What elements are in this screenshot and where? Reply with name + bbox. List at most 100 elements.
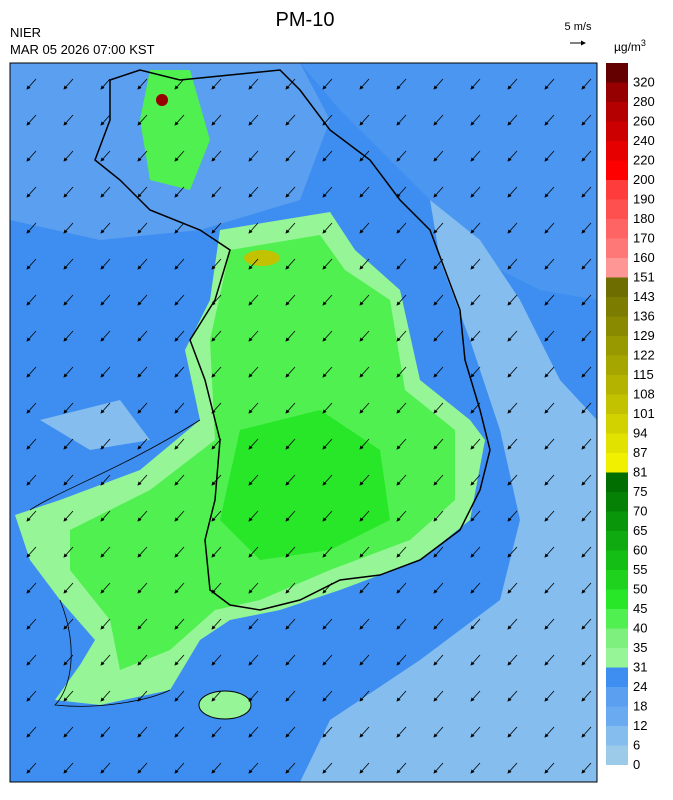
wind-arrow — [507, 726, 518, 738]
wind-arrow — [26, 762, 37, 774]
wind-arrows — [26, 78, 592, 774]
colorbar-swatch — [606, 726, 628, 746]
wind-arrow — [470, 510, 481, 522]
wind-arrow — [137, 330, 148, 342]
colorbar-swatch — [606, 550, 628, 570]
wind-arrow — [322, 150, 333, 162]
wind-arrow — [507, 330, 518, 342]
wind-arrow — [63, 222, 74, 234]
colorbar-swatch — [606, 706, 628, 726]
wind-arrow — [248, 186, 259, 198]
colorbar-label: 87 — [633, 445, 647, 460]
colorbar-label: 81 — [633, 465, 647, 480]
colorbar-swatch — [606, 297, 628, 317]
wind-arrow — [100, 330, 111, 342]
wind-arrow — [137, 726, 148, 738]
wind-arrow — [581, 618, 592, 630]
wind-arrow — [581, 78, 592, 90]
wind-arrow — [359, 618, 370, 630]
colorbar-label: 160 — [633, 250, 655, 265]
wind-arrow — [26, 438, 37, 450]
wind-arrow — [581, 510, 592, 522]
colorbar-label: 75 — [633, 484, 647, 499]
unit-exponent: 3 — [641, 38, 646, 48]
wind-arrow — [396, 114, 407, 126]
colorbar-swatch — [606, 316, 628, 336]
wind-arrow — [26, 114, 37, 126]
wind-arrow — [63, 510, 74, 522]
wind-arrow — [137, 762, 148, 774]
wind-arrow — [544, 762, 555, 774]
wind-arrow — [26, 546, 37, 558]
unit-base: µg/m — [614, 40, 641, 54]
wind-arrow — [211, 366, 222, 378]
wind-arrow — [63, 366, 74, 378]
wind-arrow — [248, 114, 259, 126]
wind-arrow — [174, 654, 185, 666]
wind-arrow — [63, 690, 74, 702]
wind-arrow — [322, 510, 333, 522]
wind-arrow — [211, 762, 222, 774]
wind-arrow — [63, 78, 74, 90]
wind-arrow — [137, 294, 148, 306]
wind-arrow — [248, 762, 259, 774]
wind-arrow — [396, 438, 407, 450]
wind-arrow — [544, 114, 555, 126]
colorbar-swatch — [606, 141, 628, 161]
wind-arrow — [507, 294, 518, 306]
colorbar-swatch — [606, 277, 628, 297]
wind-arrow — [248, 330, 259, 342]
wind-arrow — [322, 690, 333, 702]
wind-arrow — [248, 618, 259, 630]
wind-arrow — [285, 186, 296, 198]
wind-arrow — [211, 186, 222, 198]
colorbar-label: 24 — [633, 679, 647, 694]
wind-arrow — [359, 186, 370, 198]
wind-arrow — [470, 726, 481, 738]
wind-arrow — [470, 294, 481, 306]
wind-arrow — [396, 474, 407, 486]
wind-arrow — [507, 258, 518, 270]
wind-arrow — [507, 438, 518, 450]
wind-arrow — [174, 402, 185, 414]
wind-arrow — [174, 438, 185, 450]
colorbar-swatch — [606, 238, 628, 258]
colorbar-swatch — [606, 121, 628, 141]
wind-arrow — [248, 510, 259, 522]
wind-arrow — [396, 222, 407, 234]
colorbar-label: 240 — [633, 133, 655, 148]
wind-arrow — [174, 222, 185, 234]
colorbar-swatch — [606, 570, 628, 590]
wind-arrow — [359, 474, 370, 486]
wind-arrow — [544, 618, 555, 630]
wind-arrow — [433, 366, 444, 378]
wind-arrow — [581, 546, 592, 558]
wind-arrow — [322, 546, 333, 558]
wind-arrow — [507, 510, 518, 522]
wind-arrow — [211, 438, 222, 450]
wind-arrow — [433, 438, 444, 450]
wind-arrow — [470, 366, 481, 378]
wind-arrow — [285, 366, 296, 378]
wind-arrow — [26, 78, 37, 90]
wind-arrow — [100, 438, 111, 450]
wind-arrow — [174, 726, 185, 738]
colorbar-label: 170 — [633, 231, 655, 246]
colorbar-swatch — [606, 745, 628, 765]
wind-arrow — [285, 330, 296, 342]
wind-arrow — [322, 114, 333, 126]
colorbar-label: 0 — [633, 757, 640, 772]
wind-arrow — [174, 474, 185, 486]
wind-arrow — [285, 78, 296, 90]
wind-arrow — [396, 294, 407, 306]
title: PM-10 — [276, 9, 335, 31]
wind-arrow — [322, 258, 333, 270]
colorbar-swatch — [606, 160, 628, 180]
wind-arrow — [100, 762, 111, 774]
wind-arrow — [285, 546, 296, 558]
wind-arrow — [248, 438, 259, 450]
wind-arrow — [211, 330, 222, 342]
colorbar-label: 60 — [633, 543, 647, 558]
wind-arrow — [507, 114, 518, 126]
